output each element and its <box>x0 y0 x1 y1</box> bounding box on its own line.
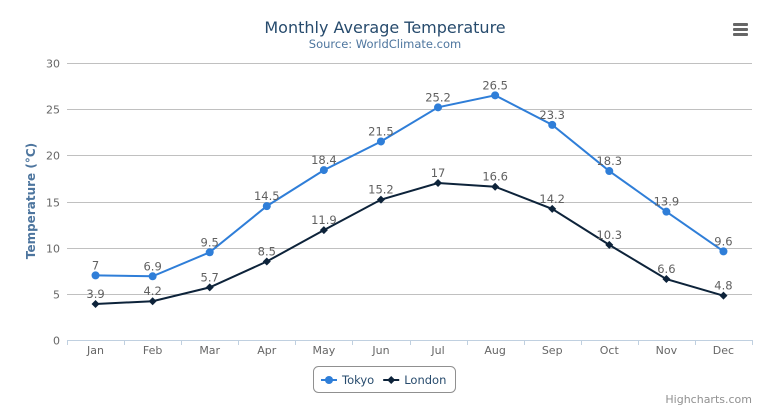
tokyo-data-point <box>205 248 214 257</box>
x-tick-label: May <box>313 344 336 357</box>
tokyo-data-label: 21.5 <box>368 124 394 138</box>
tokyo-data-point <box>491 91 500 100</box>
london-data-label: 17 <box>431 166 446 180</box>
tokyo-data-label: 6.9 <box>143 259 161 273</box>
tokyo-data-label: 14.5 <box>254 189 280 203</box>
legend: Tokyo London <box>313 366 456 393</box>
x-tick-label: Sep <box>542 344 563 357</box>
tokyo-series-line <box>95 94 725 278</box>
tokyo-data-label: 18.3 <box>596 154 622 168</box>
london-data-point <box>434 179 443 188</box>
tokyo-data-label: 26.5 <box>482 78 508 92</box>
tokyo-data-label: 13.9 <box>654 195 680 209</box>
x-tick-label: Oct <box>600 344 620 357</box>
london-data-label: 8.5 <box>258 245 276 259</box>
london-data-label: 4.8 <box>714 279 732 293</box>
export-menu-button[interactable] <box>728 18 752 40</box>
y-tick-label: 25 <box>46 104 60 117</box>
legend-label: London <box>404 373 446 387</box>
chart-subtitle: Source: WorldClimate.com <box>309 37 461 51</box>
london-data-point <box>205 283 214 292</box>
london-data-point <box>319 226 328 235</box>
y-tick-label: 10 <box>46 243 60 256</box>
legend-label: Tokyo <box>341 373 374 387</box>
london-data-label: 11.9 <box>311 213 337 227</box>
x-tick-label: Dec <box>713 344 734 357</box>
london-data-point <box>262 257 271 266</box>
tokyo-data-point <box>434 103 443 112</box>
london-series-line <box>95 182 724 305</box>
tokyo-data-point <box>719 247 728 256</box>
tokyo-data-point <box>605 167 614 176</box>
tokyo-data-point <box>662 207 671 216</box>
x-tick-label: Nov <box>656 344 678 357</box>
tokyo-data-point <box>376 137 385 146</box>
legend-item-london[interactable]: London <box>383 373 446 387</box>
london-data-label: 3.9 <box>86 287 104 301</box>
tokyo-data-point <box>548 120 557 129</box>
london-data-point <box>148 297 157 306</box>
tokyo-data-point <box>148 272 157 281</box>
london-data-point <box>548 204 557 213</box>
x-tick-label: Jun <box>371 344 389 357</box>
credits-link[interactable]: Highcharts.com <box>665 393 752 406</box>
y-tick-label: 5 <box>53 289 60 302</box>
london-data-point <box>719 291 728 300</box>
tokyo-data-point <box>91 271 100 280</box>
x-tick-label: Jul <box>430 344 444 357</box>
tokyo-data-point <box>319 166 328 175</box>
y-tick-label: 15 <box>46 197 60 210</box>
london-data-label: 16.6 <box>482 170 508 184</box>
y-axis-title: Temperature (°C) <box>24 143 38 259</box>
chart-title: Monthly Average Temperature <box>264 18 505 37</box>
x-tick-label: Feb <box>143 344 162 357</box>
tokyo-data-label: 9.5 <box>201 235 219 249</box>
tokyo-data-label: 7 <box>92 258 99 272</box>
london-data-label: 15.2 <box>368 183 394 197</box>
x-tick-label: Apr <box>257 344 277 357</box>
london-data-label: 5.7 <box>201 270 219 284</box>
london-data-label: 4.2 <box>143 284 161 298</box>
tokyo-data-label: 9.6 <box>714 234 732 248</box>
london-data-point <box>605 240 614 249</box>
x-tick-label: Jan <box>86 344 104 357</box>
london-data-point <box>491 182 500 191</box>
y-tick-label: 30 <box>46 58 60 71</box>
london-data-point <box>662 275 671 284</box>
y-tick-label: 20 <box>46 150 60 163</box>
circle-marker-icon <box>325 376 333 384</box>
x-tick-label: Mar <box>199 344 220 357</box>
hamburger-menu-icon <box>733 23 748 36</box>
x-tick-label: Aug <box>484 344 505 357</box>
london-data-label: 6.6 <box>657 262 675 276</box>
y-tick-label: 0 <box>53 335 60 348</box>
legend-item-tokyo[interactable]: Tokyo <box>321 373 374 387</box>
tokyo-data-label: 25.2 <box>425 90 451 104</box>
tokyo-data-point <box>262 202 271 211</box>
london-data-label: 14.2 <box>539 192 565 206</box>
london-data-point <box>91 299 100 308</box>
london-data-label: 10.3 <box>596 228 622 242</box>
tokyo-data-label: 18.4 <box>311 153 337 167</box>
tokyo-data-label: 23.3 <box>539 108 565 122</box>
diamond-marker-icon <box>387 376 396 384</box>
london-data-point <box>376 195 385 204</box>
